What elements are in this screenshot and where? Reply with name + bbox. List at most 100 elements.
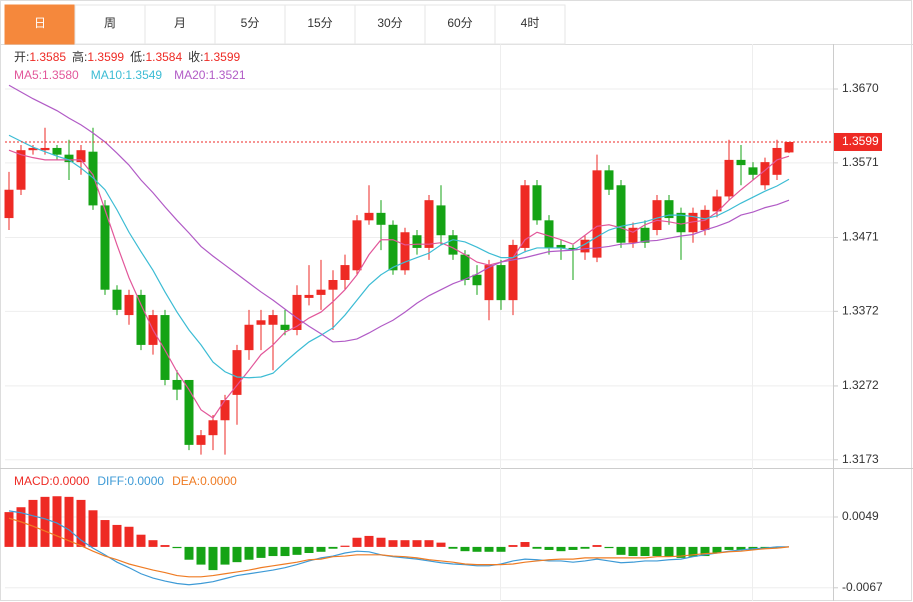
candle-body	[136, 294, 146, 345]
macd-bar	[436, 542, 446, 547]
tab-label[interactable]: 4时	[521, 16, 540, 30]
tab-label[interactable]: 60分	[447, 16, 472, 30]
candle-body	[712, 196, 722, 212]
macd-bar	[40, 496, 50, 547]
candle-body	[268, 315, 278, 325]
macd-bar	[28, 499, 38, 547]
indicator-line	[8, 510, 789, 586]
candle-body	[100, 205, 110, 290]
macd-bar	[424, 540, 434, 547]
readout-name: 收:	[188, 50, 203, 64]
tab-label[interactable]: 日	[34, 16, 46, 30]
macd-bar	[112, 524, 122, 547]
macd-bar	[16, 507, 26, 547]
macd-bar	[280, 546, 290, 557]
candle-body	[112, 289, 122, 310]
candle-body	[412, 235, 422, 248]
macd-bar	[88, 510, 98, 547]
candle-body	[304, 294, 314, 298]
candle-body	[124, 294, 134, 316]
candle-body	[628, 227, 638, 243]
macd-bar	[412, 540, 422, 547]
macd-bar	[652, 546, 662, 557]
candle-body	[652, 200, 662, 231]
tab[interactable]	[74, 4, 146, 45]
tab[interactable]	[284, 4, 356, 45]
readout-name: DIFF:	[97, 474, 127, 488]
candle-body	[532, 185, 542, 221]
y-tick-label: 1.3571	[842, 155, 879, 169]
candle-body	[400, 232, 410, 271]
candle-body	[496, 265, 506, 301]
candle-body	[760, 162, 770, 186]
candle-body	[28, 147, 38, 151]
candle-body	[688, 212, 698, 233]
macd-bar	[340, 545, 350, 547]
tab[interactable]	[4, 4, 76, 45]
tab-label[interactable]: 月	[174, 16, 186, 30]
last-price-label: 1.3599	[842, 134, 879, 148]
macd-bar	[676, 546, 686, 558]
candle-body	[604, 170, 614, 190]
tab-label[interactable]: 30分	[377, 16, 402, 30]
macd-bar	[304, 546, 314, 554]
tab[interactable]	[424, 4, 496, 45]
macd-bar	[508, 545, 518, 547]
macd-bar	[100, 520, 110, 547]
candle-body	[676, 212, 686, 233]
macd-bar	[448, 546, 458, 549]
candle-body	[280, 324, 290, 330]
macd-bar	[52, 496, 62, 547]
tab[interactable]	[144, 4, 216, 45]
macd-bar	[580, 546, 590, 549]
macd-bar	[64, 496, 74, 547]
macd-bar	[484, 546, 494, 552]
readout-name: 开:	[14, 50, 29, 64]
readout-name: 低:	[130, 50, 145, 64]
indicator-line	[8, 517, 790, 578]
y-tick-label: 0.0049	[842, 509, 879, 523]
readout-name: DEA:	[172, 474, 200, 488]
macd-bar	[208, 546, 218, 571]
tab-label[interactable]: 15分	[307, 16, 332, 30]
candle-body	[568, 247, 578, 251]
readout-value: 0.0000	[200, 474, 237, 488]
tab[interactable]	[354, 4, 426, 45]
readout-name: MA20:	[174, 68, 209, 82]
candle-body	[328, 280, 338, 290]
candle-body	[724, 159, 734, 197]
candle-body	[784, 141, 794, 153]
candle-body	[256, 320, 266, 325]
macd-bar	[388, 540, 398, 547]
readout-value: 1.3580	[42, 68, 79, 82]
tab-label[interactable]: 5分	[241, 16, 260, 30]
candle-body	[292, 294, 302, 330]
macd-bar	[616, 546, 626, 555]
tab[interactable]	[494, 4, 566, 45]
y-tick-label: 1.3372	[842, 304, 879, 318]
readout-value: 1.3549	[125, 68, 162, 82]
macd-bar	[364, 535, 374, 547]
macd-bar	[160, 545, 170, 547]
candle-body	[232, 350, 242, 395]
macd-bar	[292, 546, 302, 555]
y-tick-label: -0.0067	[842, 580, 883, 594]
readout: MACD:0.0000 DIFF:0.0000 DEA:0.0000	[14, 474, 237, 488]
tab-label[interactable]: 周	[104, 16, 116, 30]
macd-bar	[148, 540, 158, 547]
macd-bar	[220, 546, 230, 565]
y-tick-label: 1.3272	[842, 378, 879, 392]
macd-bar	[712, 546, 722, 554]
macd-bar	[688, 546, 698, 557]
candle-body	[556, 244, 566, 248]
macd-bar	[328, 546, 338, 549]
readout: MA5:1.3580 MA10:1.3549 MA20:1.3521	[14, 68, 246, 82]
candle-body	[472, 274, 482, 286]
macd-bar	[136, 534, 146, 547]
candle-body	[196, 435, 206, 445]
macd-bar	[532, 546, 542, 549]
macd-bar	[232, 546, 242, 563]
candle-body	[244, 324, 254, 351]
